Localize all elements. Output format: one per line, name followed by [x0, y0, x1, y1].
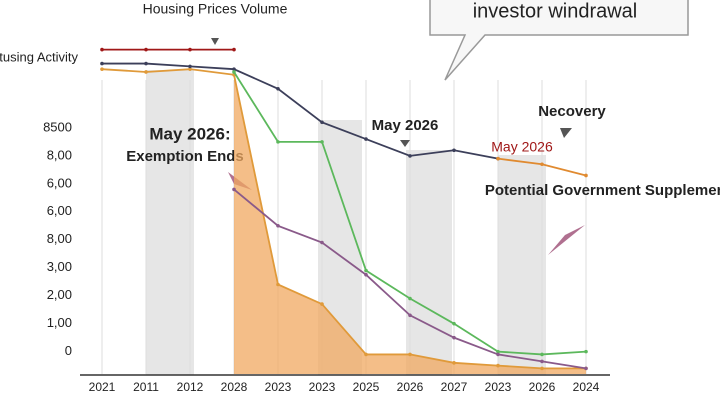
y-tick-label: 8,00: [47, 231, 72, 246]
point: [232, 47, 236, 52]
point: [408, 313, 412, 318]
shade-band: [146, 70, 194, 375]
annotation: May 2026: [491, 139, 553, 155]
point: [144, 61, 148, 66]
annotation: Necovery: [538, 103, 606, 120]
x-tick-label: 2011: [133, 380, 159, 394]
line: [101, 68, 586, 370]
x-tick-label: 2012: [177, 380, 204, 394]
callout-box: [429, 0, 689, 81]
annotation: May 2026:: [149, 124, 230, 143]
point: [188, 67, 192, 71]
x-tick-label: 2023: [485, 380, 512, 394]
point: [320, 140, 324, 144]
point: [408, 296, 412, 301]
shade-band: [498, 155, 546, 375]
point: [540, 359, 544, 364]
point: [320, 302, 324, 306]
point: [452, 321, 456, 326]
x-tick-label: 2021: [89, 380, 116, 394]
y-tick-label: 0: [65, 343, 72, 358]
chart-title: Housing Prices Volume: [143, 1, 288, 17]
point: [496, 352, 500, 357]
point: [540, 366, 544, 371]
point: [100, 67, 104, 71]
point: [584, 173, 588, 178]
point: [320, 120, 324, 125]
point: [584, 349, 588, 354]
line: [102, 62, 499, 160]
point: [188, 47, 192, 52]
point: [584, 366, 588, 371]
point: [232, 187, 236, 192]
x-tick-label: 2024: [573, 380, 600, 394]
point: [364, 272, 368, 277]
point: [496, 156, 500, 161]
point: [452, 335, 456, 340]
y-tick-label: 2,00: [47, 287, 72, 302]
point: [452, 148, 456, 153]
y-tick-label: 8500: [43, 119, 72, 134]
annotation: Exemption Ends: [126, 148, 244, 165]
point: [496, 363, 500, 368]
point: [232, 67, 236, 71]
callout-text: investor windrawal: [473, 0, 638, 22]
y-axis-label: Actusing Activity: [0, 49, 78, 64]
x-tick-label: 2023: [309, 380, 336, 394]
point: [276, 282, 280, 287]
x-tick-label: 2026: [397, 380, 424, 394]
y-tick-label: 3,00: [47, 259, 72, 274]
point: [100, 47, 104, 52]
point: [100, 61, 104, 66]
point: [408, 352, 412, 357]
point: [364, 268, 368, 273]
x-tick-label: 2026: [529, 380, 556, 394]
y-tick-label: 6,00: [47, 175, 72, 190]
point: [364, 352, 368, 357]
y-tick-label: 1,00: [47, 315, 72, 330]
point: [364, 137, 368, 141]
point: [232, 70, 236, 74]
point: [188, 64, 192, 69]
x-tick-label: 2025: [353, 380, 380, 394]
x-tick-label: 2027: [441, 380, 468, 394]
x-tick-label: 2028: [221, 380, 248, 394]
point: [408, 154, 412, 158]
arrow: [211, 38, 219, 45]
point: [540, 352, 544, 357]
area: [234, 74, 586, 375]
shade-band: [406, 150, 452, 375]
y-tick-label: 8,00: [47, 147, 72, 162]
point: [276, 86, 280, 91]
point: [276, 223, 280, 228]
arrow: [548, 225, 585, 255]
arrow: [400, 140, 410, 147]
point: [144, 47, 148, 52]
arrow: [560, 128, 572, 138]
y-tick-label: 6,00: [47, 203, 72, 218]
point: [144, 70, 148, 74]
point: [496, 349, 500, 354]
point: [452, 361, 456, 365]
annotation: Potential Government Supplements: [485, 182, 720, 199]
annotation: May 2026: [372, 117, 439, 134]
point: [540, 162, 544, 167]
x-tick-label: 2023: [265, 380, 292, 394]
point: [320, 240, 324, 245]
point: [276, 140, 280, 144]
